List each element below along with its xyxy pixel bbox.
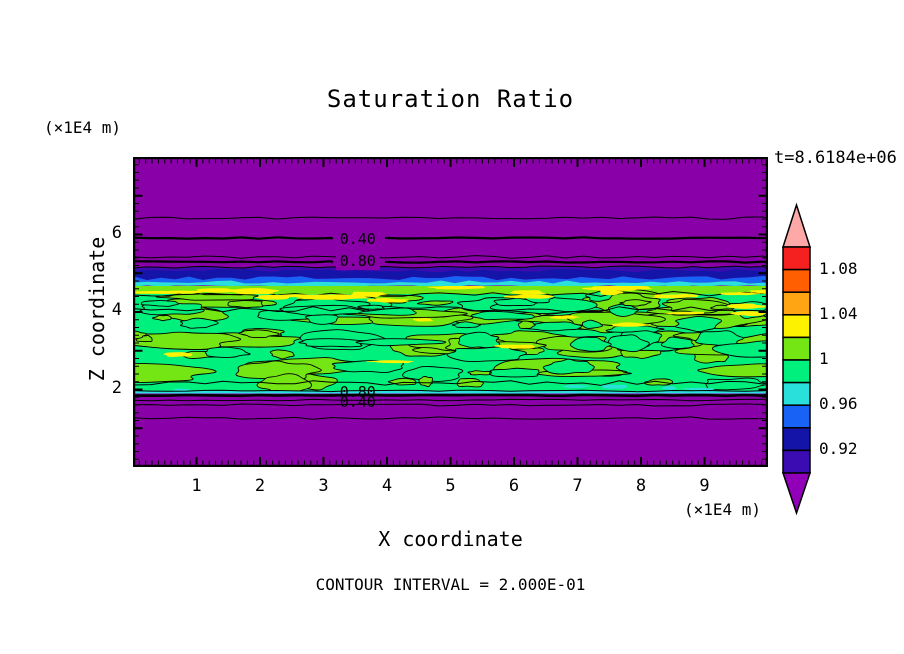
x-tick-label: 3 — [318, 476, 329, 496]
z-axis-unit-label: (×1E4 m) — [44, 118, 122, 137]
x-tick-label: 5 — [445, 476, 456, 496]
contour-interval-label: CONTOUR INTERVAL = 2.000E-01 — [315, 575, 586, 594]
x-tick-label: 2 — [254, 476, 266, 496]
time-label: t=8.6184e+06 — [774, 148, 897, 168]
x-tick-label: 4 — [381, 476, 393, 496]
x-axis-unit-label: (×1E4 m) — [684, 500, 762, 519]
z-axis-label: Z coordinate — [85, 236, 109, 382]
x-tick-label: 6 — [508, 476, 520, 496]
x-tick-label: 9 — [699, 476, 710, 496]
colorbar — [781, 202, 812, 516]
x-tick-label: 1 — [191, 476, 202, 496]
contour-plot-area — [133, 157, 768, 467]
x-tick-label: 7 — [572, 476, 583, 496]
x-axis-label: X coordinate — [378, 527, 523, 551]
plot-title: Saturation Ratio — [326, 85, 575, 113]
x-tick-label: 8 — [635, 476, 647, 496]
